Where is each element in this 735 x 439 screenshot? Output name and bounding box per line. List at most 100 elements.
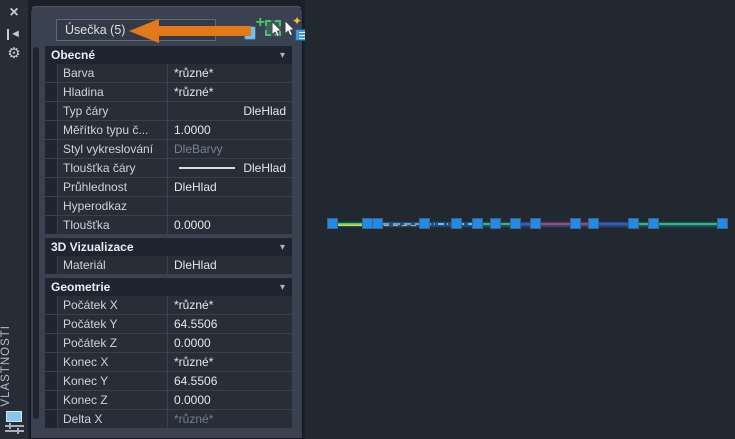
property-value[interactable]: *různé* (167, 296, 292, 314)
property-value[interactable]: 0.0000 (167, 216, 292, 234)
property-value-text: DleHlad (174, 258, 217, 272)
grip-handle[interactable] (717, 218, 728, 229)
object-type-combobox[interactable]: Úsečka (5) (56, 19, 216, 41)
property-label: Typ čáry (57, 102, 167, 120)
property-label: Barva (57, 64, 167, 82)
chevron-down-icon[interactable]: ▾ (279, 281, 285, 293)
line-segment[interactable] (425, 223, 453, 225)
property-row: Delta X *různé* (45, 410, 292, 429)
property-value-text: 64.5506 (174, 317, 218, 331)
property-value-text: *různé* (174, 85, 214, 99)
line-segment[interactable] (538, 223, 590, 225)
property-value[interactable]: *různé* (167, 83, 292, 101)
property-label: Styl vykreslování (57, 140, 167, 158)
row-indent (45, 334, 57, 352)
property-value-text: 64.5506 (174, 374, 218, 388)
grip-handle[interactable] (530, 218, 541, 229)
property-grid: Obecné ▾ Barva *různé* Hladina *různé* Typ čár… (45, 46, 293, 429)
line-segment[interactable] (596, 223, 630, 225)
lineweight-sample (179, 167, 236, 169)
property-label: Konec X (57, 353, 167, 371)
auto-hide-pin-icon[interactable]: ◄ (0, 24, 28, 44)
property-row: Styl vykreslování DleBarvy (45, 140, 292, 159)
property-value[interactable]: DleHlad (167, 159, 292, 177)
grip-handle[interactable] (510, 218, 521, 229)
property-value[interactable]: DleHlad (167, 178, 292, 196)
close-icon[interactable]: × (9, 4, 19, 21)
property-label: Počátek Y (57, 315, 167, 333)
property-value[interactable]: 0.0000 (167, 334, 292, 352)
property-row: Typ čáry DleHlad (45, 102, 292, 121)
object-type-value: Úsečka (5) (65, 23, 126, 37)
palette-body: Úsečka (5) + ✦ Obecné ▾ Barva *různé* H (30, 6, 308, 439)
row-indent (45, 197, 57, 215)
properties-palette-icon[interactable] (5, 411, 24, 434)
grip-handle[interactable] (570, 218, 581, 229)
property-label: Konec Y (57, 372, 167, 390)
row-indent (45, 216, 57, 234)
line-segment[interactable] (656, 223, 719, 225)
property-value[interactable]: DleHlad (167, 256, 292, 274)
select-objects-icon[interactable] (265, 18, 286, 41)
line-segment[interactable] (337, 223, 363, 226)
grip-handle[interactable] (327, 218, 338, 229)
settings-gear-icon[interactable]: ⚙ (7, 45, 21, 62)
palette-scrollbar[interactable] (33, 47, 39, 419)
section-header[interactable]: 3D Vizualizace ▾ (45, 238, 292, 256)
grip-handle[interactable] (472, 218, 483, 229)
property-value[interactable] (167, 197, 292, 215)
grip-handle[interactable] (588, 218, 599, 229)
properties-palette: × ◄ ⚙ VLASTNOSTI Úsečka (5) + (0, 0, 308, 439)
row-indent (45, 102, 57, 120)
property-value[interactable]: 0.0000 (167, 391, 292, 409)
property-label: Hladina (57, 83, 167, 101)
grip-handle[interactable] (451, 218, 462, 229)
property-label: Tloušťka (57, 216, 167, 234)
property-value[interactable]: *různé* (167, 64, 292, 82)
row-indent (45, 372, 57, 390)
property-value-text: 0.0000 (174, 218, 211, 232)
drawing-canvas[interactable] (305, 0, 735, 439)
grip-handle[interactable] (419, 218, 430, 229)
grip-handle[interactable] (490, 218, 501, 229)
row-indent (45, 353, 57, 371)
row-indent (45, 315, 57, 333)
toggle-pickadd-icon[interactable]: + (244, 15, 265, 41)
property-label: Měřítko typu č... (57, 121, 167, 139)
row-indent (45, 256, 57, 274)
property-row: Počátek Z 0.0000 (45, 334, 292, 353)
property-label: Tloušťka čáry (57, 159, 167, 177)
property-value[interactable]: *různé* (167, 353, 292, 371)
property-label: Materiál (57, 256, 167, 274)
property-value[interactable]: DleHlad (167, 102, 292, 120)
line-segment[interactable] (382, 223, 420, 226)
line-segment[interactable] (636, 223, 650, 225)
line-segment[interactable] (457, 223, 474, 225)
property-value-text: *různé* (174, 66, 214, 80)
chevron-down-icon[interactable]: ▾ (279, 49, 285, 61)
property-value-text: 0.0000 (174, 393, 211, 407)
row-indent (45, 140, 57, 158)
property-row: Tloušťka 0.0000 (45, 216, 292, 235)
row-indent (45, 410, 57, 428)
property-label: Počátek Z (57, 334, 167, 352)
property-label: Delta X (57, 410, 167, 428)
property-value[interactable]: *různé* (167, 410, 292, 428)
property-value[interactable]: 1.0000 (167, 121, 292, 139)
cursor-icon (284, 21, 295, 36)
property-row: Průhlednost DleHlad (45, 178, 292, 197)
property-value[interactable]: 64.5506 (167, 315, 292, 333)
chevron-down-icon[interactable]: ▾ (279, 241, 285, 253)
grip-handle[interactable] (628, 218, 639, 229)
grip-handle[interactable] (372, 218, 383, 229)
property-value[interactable]: 64.5506 (167, 372, 292, 390)
palette-title-vertical: VLASTNOSTI (0, 325, 12, 407)
section-title: Obecné (51, 48, 96, 62)
property-value-text: DleHlad (174, 180, 217, 194)
section-header[interactable]: Geometrie ▾ (45, 278, 292, 296)
grip-handle[interactable] (648, 218, 659, 229)
property-row: Měřítko typu č... 1.0000 (45, 121, 292, 140)
section-header[interactable]: Obecné ▾ (45, 46, 292, 64)
line-segment[interactable] (518, 223, 532, 225)
property-value[interactable]: DleBarvy (167, 140, 292, 158)
